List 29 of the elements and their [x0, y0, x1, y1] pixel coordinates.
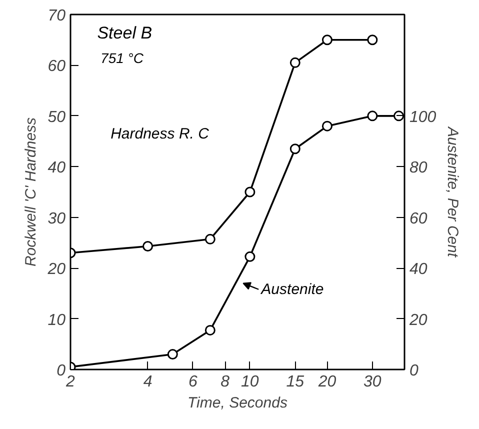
x-axis-title: Time, Seconds	[188, 394, 288, 412]
x-tick-label: 10	[241, 374, 259, 390]
x-tick-label: 2	[65, 374, 76, 390]
y2-tick-label: 20	[408, 312, 428, 329]
y2-axis-title: Austenite, Per Cent	[444, 126, 462, 258]
y-tick-label: 50	[48, 108, 66, 126]
y2-tick-label: 40	[410, 261, 428, 278]
y2-tick-label: 100	[410, 108, 436, 126]
annotation: Austenite	[260, 280, 324, 298]
x-tick-label: 4	[143, 374, 152, 390]
y2-tick-label: 60	[410, 210, 428, 228]
y-tick-label: 60	[48, 58, 66, 76]
y2-tick-label: 0	[410, 362, 418, 380]
y-tick-label: 30	[48, 210, 66, 228]
x-tick-label: 15	[286, 374, 304, 390]
y-tick-label: 20	[46, 261, 66, 278]
y-tick-label: 70	[48, 8, 66, 24]
x-tick-label: 6	[188, 374, 198, 390]
annotation: 751 °C	[100, 50, 144, 66]
y-axis-title: Rockwell 'C' Hardness	[22, 116, 40, 267]
x-tick-label: 30	[364, 374, 382, 390]
x-tick-label: 8	[220, 374, 230, 390]
x-tick-label: 20	[317, 374, 336, 390]
y-tick-label: 0	[56, 362, 66, 380]
y-tick-label: 40	[48, 160, 66, 177]
annotation: Steel B	[97, 23, 152, 42]
annotation: Hardness R. C	[110, 125, 210, 142]
y2-tick-label: 80	[410, 160, 428, 177]
y-tick-label: 10	[48, 312, 66, 329]
